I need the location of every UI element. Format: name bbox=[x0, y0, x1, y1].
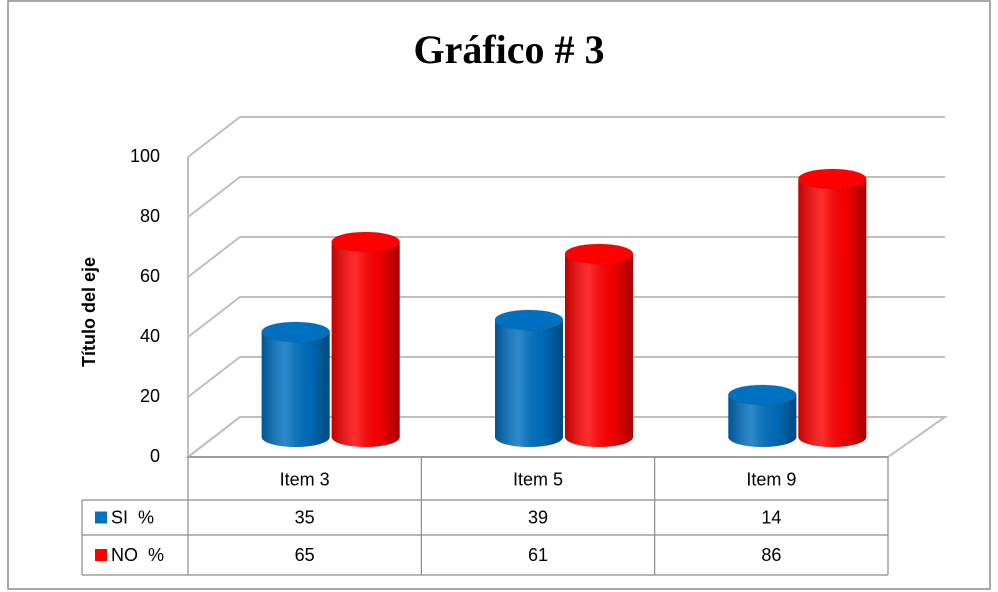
x-tick-label: Item 3 bbox=[280, 469, 330, 489]
cylinder-shade bbox=[495, 320, 563, 447]
y-tick-label: 60 bbox=[140, 266, 160, 286]
grid-line bbox=[187, 416, 945, 458]
cylinder-top bbox=[564, 243, 634, 265]
grid-line bbox=[187, 176, 945, 218]
table-value: 65 bbox=[295, 545, 315, 565]
x-tick-label: Item 9 bbox=[746, 469, 796, 489]
cylinder-shade bbox=[331, 242, 400, 447]
table-value: 86 bbox=[761, 545, 781, 565]
legend-label: NO % bbox=[111, 545, 164, 565]
cylinder-shade bbox=[728, 395, 797, 447]
table-value: 14 bbox=[761, 507, 781, 527]
legend-swatch bbox=[95, 549, 107, 561]
chart-title: Gráfico # 3 bbox=[413, 27, 604, 72]
grid-line bbox=[187, 236, 945, 278]
cylinder-shade bbox=[798, 179, 867, 447]
y-tick-label: 0 bbox=[150, 446, 160, 466]
y-tick-label: 40 bbox=[140, 326, 160, 346]
legend-label: SI % bbox=[111, 507, 154, 527]
table-value: 35 bbox=[295, 507, 315, 527]
y-tick-label: 80 bbox=[140, 206, 160, 226]
grid-line bbox=[187, 296, 945, 338]
cylinder-top bbox=[797, 168, 867, 190]
cylinder-shade bbox=[261, 332, 330, 447]
table-value: 39 bbox=[528, 507, 548, 527]
grid-line bbox=[187, 356, 945, 398]
cylinder-top bbox=[331, 231, 401, 253]
y-tick-label: 100 bbox=[130, 146, 160, 166]
y-tick-label: 20 bbox=[140, 386, 160, 406]
table-value: 61 bbox=[528, 545, 548, 565]
cylinder-top bbox=[727, 384, 797, 406]
x-tick-label: Item 5 bbox=[513, 469, 563, 489]
cylinder-top bbox=[494, 309, 564, 331]
cylinder-top bbox=[261, 321, 331, 343]
cylinder-shade bbox=[565, 254, 633, 447]
y-axis-title: Título del eje bbox=[79, 257, 99, 367]
grid-line bbox=[187, 116, 945, 158]
legend-swatch bbox=[95, 511, 107, 524]
